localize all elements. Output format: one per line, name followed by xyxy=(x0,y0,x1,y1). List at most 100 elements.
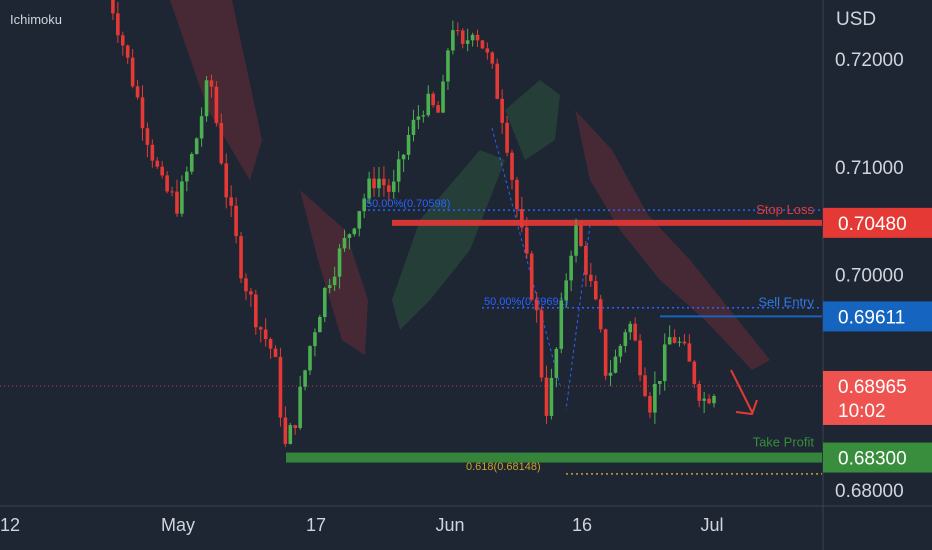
candle-body[interactable] xyxy=(382,178,386,186)
candle-body[interactable] xyxy=(204,80,209,117)
candle-body[interactable] xyxy=(140,97,145,129)
candle-body[interactable] xyxy=(446,50,450,82)
candle-body[interactable] xyxy=(199,116,204,139)
candle-body[interactable] xyxy=(470,34,475,41)
candle-body[interactable] xyxy=(337,248,342,277)
candle-body[interactable] xyxy=(480,40,485,49)
candle-body[interactable] xyxy=(273,348,278,357)
candle-body[interactable] xyxy=(258,327,263,330)
candle-body[interactable] xyxy=(662,344,667,382)
candle-body[interactable] xyxy=(249,291,253,295)
candle-body[interactable] xyxy=(569,255,573,281)
candle-body[interactable] xyxy=(702,398,706,401)
candle-body[interactable] xyxy=(431,93,435,106)
candle-body[interactable] xyxy=(549,377,554,416)
candle-body[interactable] xyxy=(697,383,702,401)
candle-body[interactable] xyxy=(130,57,135,87)
candle-body[interactable] xyxy=(125,45,130,58)
candle-body[interactable] xyxy=(318,316,322,333)
candle-body[interactable] xyxy=(189,153,194,172)
candle-body[interactable] xyxy=(618,345,623,357)
candle-body[interactable] xyxy=(357,211,362,229)
candle-body[interactable] xyxy=(628,323,633,333)
time-axis[interactable]: 12 May 17 Jun 16 Jul xyxy=(0,505,932,535)
candle-body[interactable] xyxy=(682,341,687,344)
candle-body[interactable] xyxy=(283,417,288,444)
candle-body[interactable] xyxy=(332,276,337,286)
candle-body[interactable] xyxy=(707,398,711,404)
candle-body[interactable] xyxy=(219,123,224,164)
candle-body[interactable] xyxy=(539,310,544,378)
candle-body[interactable] xyxy=(441,81,445,113)
candlesticks[interactable] xyxy=(106,0,716,447)
candle-body[interactable] xyxy=(239,236,243,279)
candle-body[interactable] xyxy=(643,375,647,396)
candle-body[interactable] xyxy=(170,191,174,193)
candle-body[interactable] xyxy=(268,339,273,349)
candle-body[interactable] xyxy=(229,197,233,206)
candle-body[interactable] xyxy=(451,30,455,51)
sell-entry-badge[interactable] xyxy=(823,301,932,332)
take-profit-badge[interactable] xyxy=(823,442,932,473)
candle-body[interactable] xyxy=(658,381,662,384)
candle-body[interactable] xyxy=(534,299,539,311)
candle-body[interactable] xyxy=(692,361,697,384)
candle-body[interactable] xyxy=(515,179,519,210)
candle-body[interactable] xyxy=(313,332,317,347)
candle-body[interactable] xyxy=(564,280,568,301)
candle-body[interactable] xyxy=(485,48,490,53)
candle-body[interactable] xyxy=(209,80,214,87)
stop-loss-line[interactable] xyxy=(392,219,822,226)
candle-body[interactable] xyxy=(214,86,219,124)
candle-body[interactable] xyxy=(574,225,578,256)
candle-body[interactable] xyxy=(377,178,381,189)
candle-body[interactable] xyxy=(687,343,692,362)
candle-body[interactable] xyxy=(520,209,524,228)
candle-body[interactable] xyxy=(475,34,480,41)
indicator-label[interactable]: Ichimoku xyxy=(10,12,62,27)
candle-body[interactable] xyxy=(411,119,416,135)
candle-body[interactable] xyxy=(426,93,431,116)
candle-body[interactable] xyxy=(559,300,564,349)
candle-body[interactable] xyxy=(648,395,652,413)
candle-body[interactable] xyxy=(234,205,238,237)
candle-body[interactable] xyxy=(322,287,327,317)
candle-body[interactable] xyxy=(401,154,406,160)
candle-body[interactable] xyxy=(608,372,613,376)
stop-loss-badge[interactable] xyxy=(823,207,932,238)
candle-body[interactable] xyxy=(603,329,608,376)
candle-body[interactable] xyxy=(288,425,293,444)
candle-body[interactable] xyxy=(712,396,716,404)
candle-body[interactable] xyxy=(667,337,672,345)
candle-body[interactable] xyxy=(554,348,559,378)
candle-body[interactable] xyxy=(638,340,642,376)
candle-body[interactable] xyxy=(362,198,366,212)
candle-body[interactable] xyxy=(623,332,628,346)
price-axis[interactable]: 0.720000.710000.700000.690000.680000.704… xyxy=(822,0,932,550)
candle-body[interactable] xyxy=(593,281,598,300)
candle-body[interactable] xyxy=(584,245,588,275)
candle-body[interactable] xyxy=(672,337,677,343)
candle-body[interactable] xyxy=(372,178,376,189)
candle-body[interactable] xyxy=(111,0,115,14)
candle-body[interactable] xyxy=(116,13,120,36)
candle-body[interactable] xyxy=(165,175,169,192)
take-profit-zone[interactable] xyxy=(286,452,822,463)
candle-body[interactable] xyxy=(633,323,637,341)
candle-body[interactable] xyxy=(495,63,500,99)
candle-body[interactable] xyxy=(293,425,298,428)
candle-body[interactable] xyxy=(352,228,357,235)
last-price-badge[interactable] xyxy=(823,370,932,425)
candle-body[interactable] xyxy=(160,166,164,176)
candle-body[interactable] xyxy=(406,134,411,155)
candle-body[interactable] xyxy=(194,138,199,154)
candle-body[interactable] xyxy=(510,152,514,180)
candle-body[interactable] xyxy=(175,191,179,214)
candle-body[interactable] xyxy=(308,346,312,371)
candle-body[interactable] xyxy=(298,386,302,428)
candle-body[interactable] xyxy=(396,159,401,182)
candle-body[interactable] xyxy=(598,299,603,330)
candle-body[interactable] xyxy=(327,285,332,288)
